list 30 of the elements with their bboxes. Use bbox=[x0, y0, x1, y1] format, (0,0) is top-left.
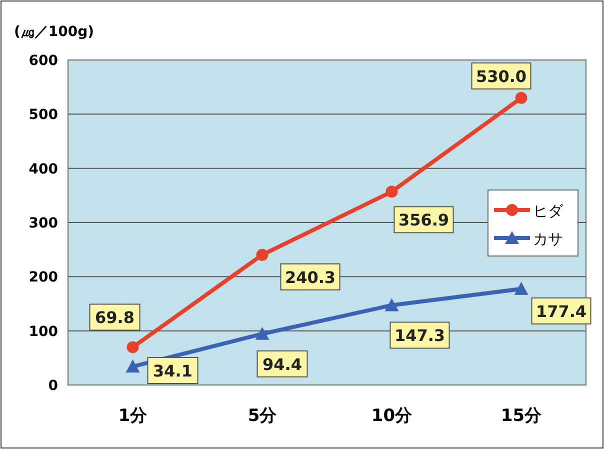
legend-label: カサ bbox=[533, 230, 563, 248]
y-tick-label: 400 bbox=[28, 161, 58, 178]
point bbox=[515, 92, 528, 104]
x-tick-label: 1分 bbox=[118, 406, 148, 426]
y-tick-label: 500 bbox=[28, 107, 58, 124]
y-axis-title: (㎍／100g) bbox=[14, 24, 94, 40]
data-label: 356.9 bbox=[398, 210, 450, 230]
y-tick-label: 200 bbox=[28, 270, 58, 286]
point bbox=[126, 341, 139, 354]
point bbox=[384, 298, 399, 312]
y-tick-label: 0 bbox=[48, 378, 58, 394]
point bbox=[126, 360, 140, 373]
data-label: 34.1 bbox=[153, 362, 192, 381]
y-tick-label: 100 bbox=[28, 324, 58, 340]
data-label: 69.8 bbox=[95, 308, 134, 328]
data-label: 240.3 bbox=[284, 268, 336, 287]
point bbox=[256, 248, 268, 261]
point bbox=[514, 282, 528, 295]
legend-label: ヒダ bbox=[533, 202, 564, 220]
data-label: 94.4 bbox=[262, 354, 302, 374]
y-tick-label: 300 bbox=[28, 216, 58, 232]
y-tick-label: 600 bbox=[28, 53, 58, 69]
x-tick-label: 5分 bbox=[248, 406, 278, 426]
point bbox=[255, 326, 270, 340]
data-label: 147.3 bbox=[394, 326, 446, 346]
x-tick-label: 15分 bbox=[500, 406, 543, 426]
point bbox=[386, 186, 398, 198]
x-tick-label: 10分 bbox=[371, 406, 414, 426]
data-label: 530.0 bbox=[476, 66, 527, 86]
data-label: 177.4 bbox=[536, 302, 587, 321]
